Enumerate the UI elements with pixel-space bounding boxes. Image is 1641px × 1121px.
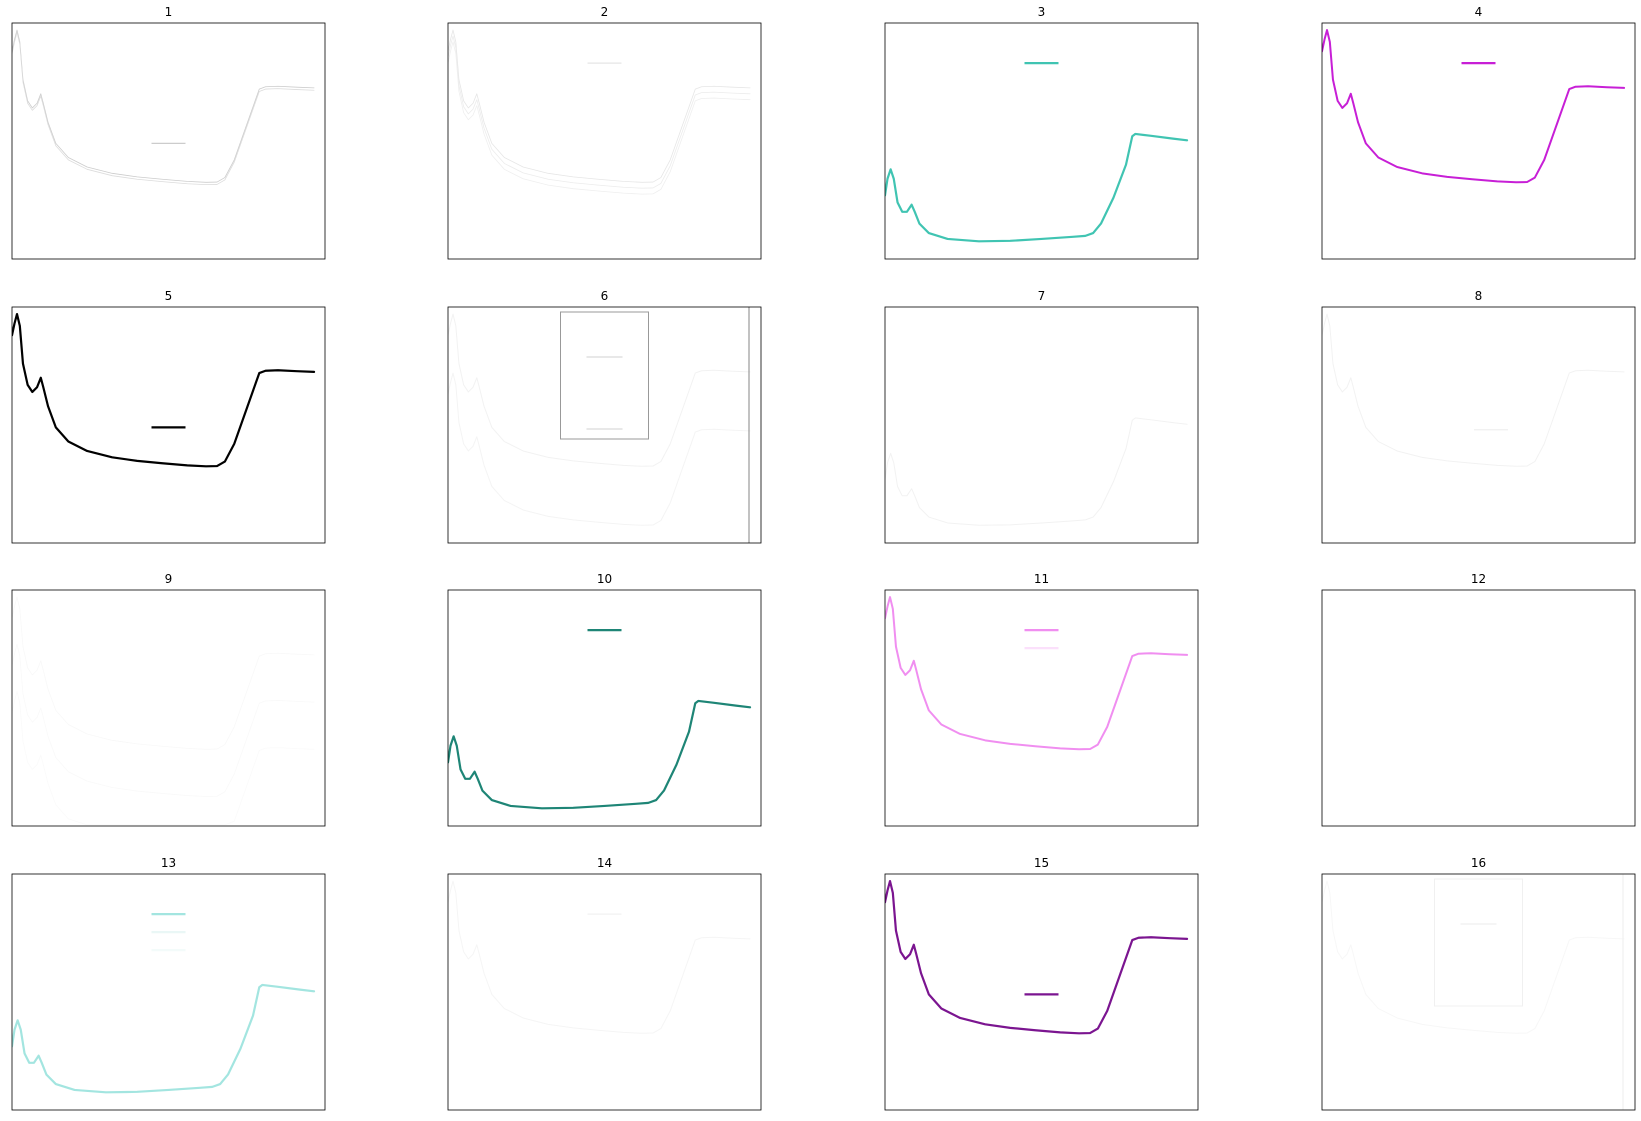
plot-area xyxy=(448,307,751,543)
panel-title: 9 xyxy=(165,572,173,586)
panel-title: 2 xyxy=(601,5,609,19)
panel-3: 3 xyxy=(884,5,1199,260)
axes-frame xyxy=(1321,589,1636,827)
axes-frame xyxy=(1321,22,1636,260)
panel-2: 2 xyxy=(447,5,762,260)
panel-5: 5 xyxy=(11,289,326,544)
plot-area xyxy=(448,629,752,810)
series-line xyxy=(448,880,751,1034)
axes-frame xyxy=(884,306,1199,544)
axes-frame xyxy=(447,22,762,260)
panel-9: 9 xyxy=(11,572,326,827)
panel-title: 5 xyxy=(165,289,173,303)
panel-title: 1 xyxy=(165,5,173,19)
panel-title: 14 xyxy=(597,856,612,870)
panel-title: 6 xyxy=(601,289,609,303)
plot-area xyxy=(885,62,1189,243)
plot-area xyxy=(885,596,1189,751)
panel-7: 7 xyxy=(884,289,1199,544)
panel-title: 10 xyxy=(597,572,612,586)
series-line xyxy=(448,35,751,189)
panel-16: 16 xyxy=(1321,856,1636,1111)
plot-area xyxy=(448,880,751,1034)
series-line xyxy=(448,313,751,467)
panel-12: 12 xyxy=(1321,572,1636,827)
plot-area xyxy=(12,596,315,826)
axes-frame xyxy=(1321,873,1636,1111)
series-line xyxy=(12,691,315,826)
panel-title: 16 xyxy=(1471,856,1486,870)
series-line xyxy=(12,643,315,797)
panel-14: 14 xyxy=(447,856,762,1111)
legend-frame xyxy=(1434,878,1523,1007)
panel-11: 11 xyxy=(884,572,1199,827)
legend-frame xyxy=(560,311,649,440)
plot-area xyxy=(12,312,316,468)
series-line xyxy=(885,417,1188,526)
series-line xyxy=(885,132,1189,243)
plot-area xyxy=(1322,29,1626,184)
panel-title: 4 xyxy=(1475,5,1483,19)
series-line xyxy=(448,372,751,526)
axes-frame xyxy=(884,589,1199,827)
axes-frame xyxy=(11,22,326,260)
series-line xyxy=(12,32,315,186)
series-line xyxy=(12,29,315,183)
series-line xyxy=(12,983,316,1094)
plot-area xyxy=(1322,313,1625,467)
panel-title: 7 xyxy=(1038,289,1046,303)
panel-title: 12 xyxy=(1471,572,1486,586)
axes-frame xyxy=(447,873,762,1111)
series-line xyxy=(448,699,752,810)
axes-frame xyxy=(447,306,762,544)
panel-title: 3 xyxy=(1038,5,1046,19)
panel-10: 10 xyxy=(447,572,762,827)
series-line xyxy=(12,312,316,468)
series-line xyxy=(1322,313,1625,467)
axes-frame xyxy=(11,306,326,544)
series-line xyxy=(448,41,751,195)
plot-area xyxy=(885,417,1188,526)
panel-1: 1 xyxy=(11,5,326,260)
panel-title: 13 xyxy=(161,856,176,870)
series-line xyxy=(12,596,315,750)
series-line xyxy=(885,879,1189,1035)
panel-15: 15 xyxy=(884,856,1199,1111)
plot-area xyxy=(885,879,1189,1035)
plot-area xyxy=(1322,874,1625,1110)
plot-area xyxy=(448,29,751,195)
panel-title: 8 xyxy=(1475,289,1483,303)
plot-area xyxy=(12,29,315,186)
axes-frame xyxy=(447,589,762,827)
axes-frame xyxy=(884,873,1199,1111)
axes-frame xyxy=(1321,306,1636,544)
series-line xyxy=(885,596,1189,751)
panel-6: 6 xyxy=(447,289,762,544)
plot-area xyxy=(12,913,316,1094)
panel-8: 8 xyxy=(1321,289,1636,544)
axes-frame xyxy=(11,589,326,827)
panel-4: 4 xyxy=(1321,5,1636,260)
series-line xyxy=(448,29,751,183)
panel-13: 13 xyxy=(11,856,326,1111)
axes-frame xyxy=(11,873,326,1111)
panel-title: 15 xyxy=(1034,856,1049,870)
panel-title: 11 xyxy=(1034,572,1049,586)
series-line xyxy=(1322,880,1625,1034)
axes-frame xyxy=(884,22,1199,260)
series-line xyxy=(1322,29,1626,184)
